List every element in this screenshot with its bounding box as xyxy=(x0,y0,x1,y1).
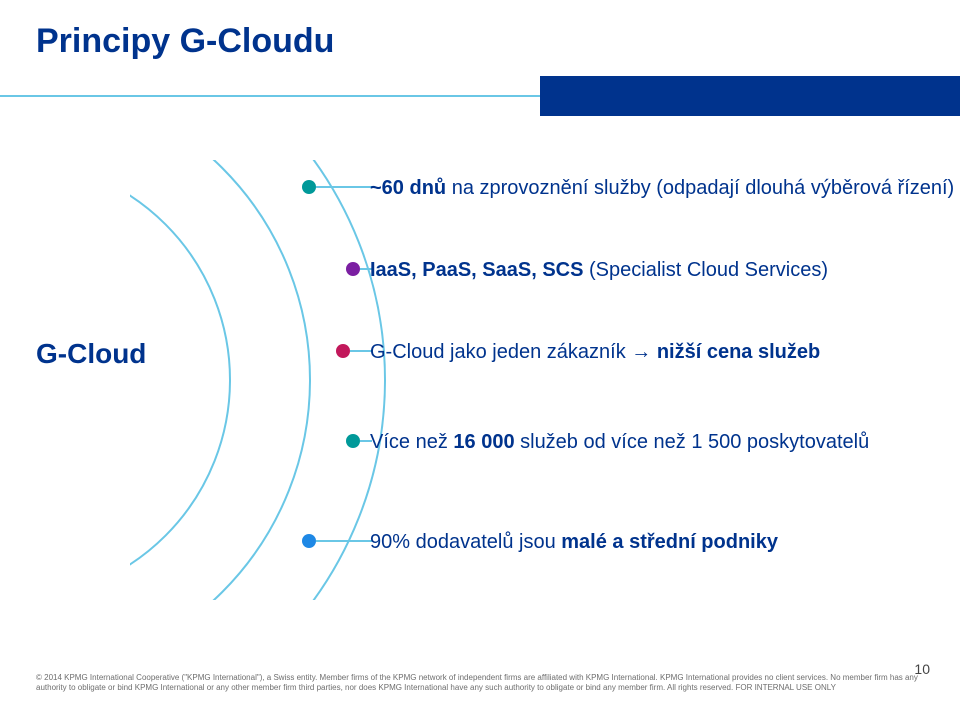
bullet-leader-line xyxy=(316,540,372,542)
bullet-leader-line xyxy=(350,350,372,352)
bullet-highlight: ~60 dnů xyxy=(370,177,446,199)
bullet-text: ~60 dnů na zprovoznění služby (odpadají … xyxy=(370,176,954,201)
bullet-text: Více než 16 000 služeb od více než 1 500… xyxy=(370,430,869,455)
bullet-text: 90% dodavatelů jsou malé a střední podni… xyxy=(370,530,778,555)
title-rule xyxy=(0,95,540,97)
bullet-dot xyxy=(302,534,316,548)
title-row: Principy G-Cloudu xyxy=(0,0,960,120)
bullet-dot xyxy=(346,434,360,448)
slide: Principy G-Cloudu G-Cloud ~60 dnů na zpr… xyxy=(0,0,960,707)
bullet-dot xyxy=(346,262,360,276)
bullet-dot xyxy=(302,180,316,194)
bullet-highlight: nižší cena služeb xyxy=(657,341,820,363)
bullet-leader-line xyxy=(316,186,372,188)
bullet-dot xyxy=(336,344,350,358)
page-title: Principy G-Cloudu xyxy=(36,22,334,61)
footer-disclaimer: © 2014 KPMG International Cooperative ("… xyxy=(36,673,924,693)
bullet-text: G-Cloud jako jeden zákazník → nižší cena… xyxy=(370,340,820,365)
bullet-highlight: 16 000 xyxy=(453,431,514,453)
arcs-graphic xyxy=(130,160,390,600)
title-stripe xyxy=(540,76,960,116)
bullet-text: IaaS, PaaS, SaaS, SCS (Specialist Cloud … xyxy=(370,258,828,283)
bullet-highlight: malé a střední podniky xyxy=(561,531,778,553)
page-number: 10 xyxy=(914,661,930,677)
bullet-highlight: IaaS, PaaS, SaaS, SCS xyxy=(370,259,583,281)
